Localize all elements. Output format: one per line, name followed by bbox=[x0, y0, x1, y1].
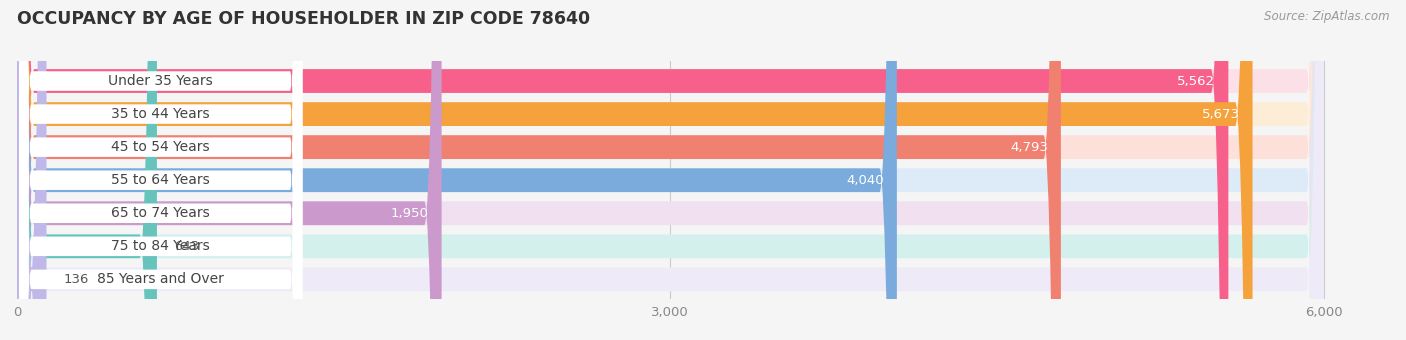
FancyBboxPatch shape bbox=[17, 0, 1229, 340]
FancyBboxPatch shape bbox=[20, 0, 302, 340]
FancyBboxPatch shape bbox=[17, 0, 46, 340]
Text: 4,793: 4,793 bbox=[1010, 141, 1047, 154]
FancyBboxPatch shape bbox=[20, 0, 302, 340]
FancyBboxPatch shape bbox=[17, 0, 1324, 340]
FancyBboxPatch shape bbox=[17, 0, 441, 340]
FancyBboxPatch shape bbox=[20, 0, 302, 340]
Text: 35 to 44 Years: 35 to 44 Years bbox=[111, 107, 209, 121]
Text: 55 to 64 Years: 55 to 64 Years bbox=[111, 173, 209, 187]
FancyBboxPatch shape bbox=[17, 0, 1324, 340]
FancyBboxPatch shape bbox=[17, 0, 1062, 340]
Text: 65 to 74 Years: 65 to 74 Years bbox=[111, 206, 209, 220]
FancyBboxPatch shape bbox=[17, 0, 1324, 340]
FancyBboxPatch shape bbox=[17, 0, 1324, 340]
FancyBboxPatch shape bbox=[20, 0, 302, 340]
Text: 75 to 84 Years: 75 to 84 Years bbox=[111, 239, 209, 253]
FancyBboxPatch shape bbox=[17, 0, 1253, 340]
FancyBboxPatch shape bbox=[20, 0, 302, 340]
Text: Under 35 Years: Under 35 Years bbox=[108, 74, 212, 88]
FancyBboxPatch shape bbox=[17, 0, 1324, 340]
FancyBboxPatch shape bbox=[17, 0, 897, 340]
Text: Source: ZipAtlas.com: Source: ZipAtlas.com bbox=[1264, 10, 1389, 23]
FancyBboxPatch shape bbox=[17, 0, 1324, 340]
Text: 45 to 54 Years: 45 to 54 Years bbox=[111, 140, 209, 154]
Text: 1,950: 1,950 bbox=[391, 207, 429, 220]
FancyBboxPatch shape bbox=[17, 0, 157, 340]
Text: OCCUPANCY BY AGE OF HOUSEHOLDER IN ZIP CODE 78640: OCCUPANCY BY AGE OF HOUSEHOLDER IN ZIP C… bbox=[17, 10, 591, 28]
FancyBboxPatch shape bbox=[20, 0, 302, 340]
Text: 5,673: 5,673 bbox=[1202, 107, 1240, 121]
Text: 643: 643 bbox=[174, 240, 200, 253]
Text: 85 Years and Over: 85 Years and Over bbox=[97, 272, 224, 286]
FancyBboxPatch shape bbox=[17, 0, 1324, 340]
Text: 5,562: 5,562 bbox=[1177, 74, 1215, 87]
Text: 4,040: 4,040 bbox=[846, 174, 884, 187]
Text: 136: 136 bbox=[63, 273, 90, 286]
FancyBboxPatch shape bbox=[20, 0, 302, 340]
